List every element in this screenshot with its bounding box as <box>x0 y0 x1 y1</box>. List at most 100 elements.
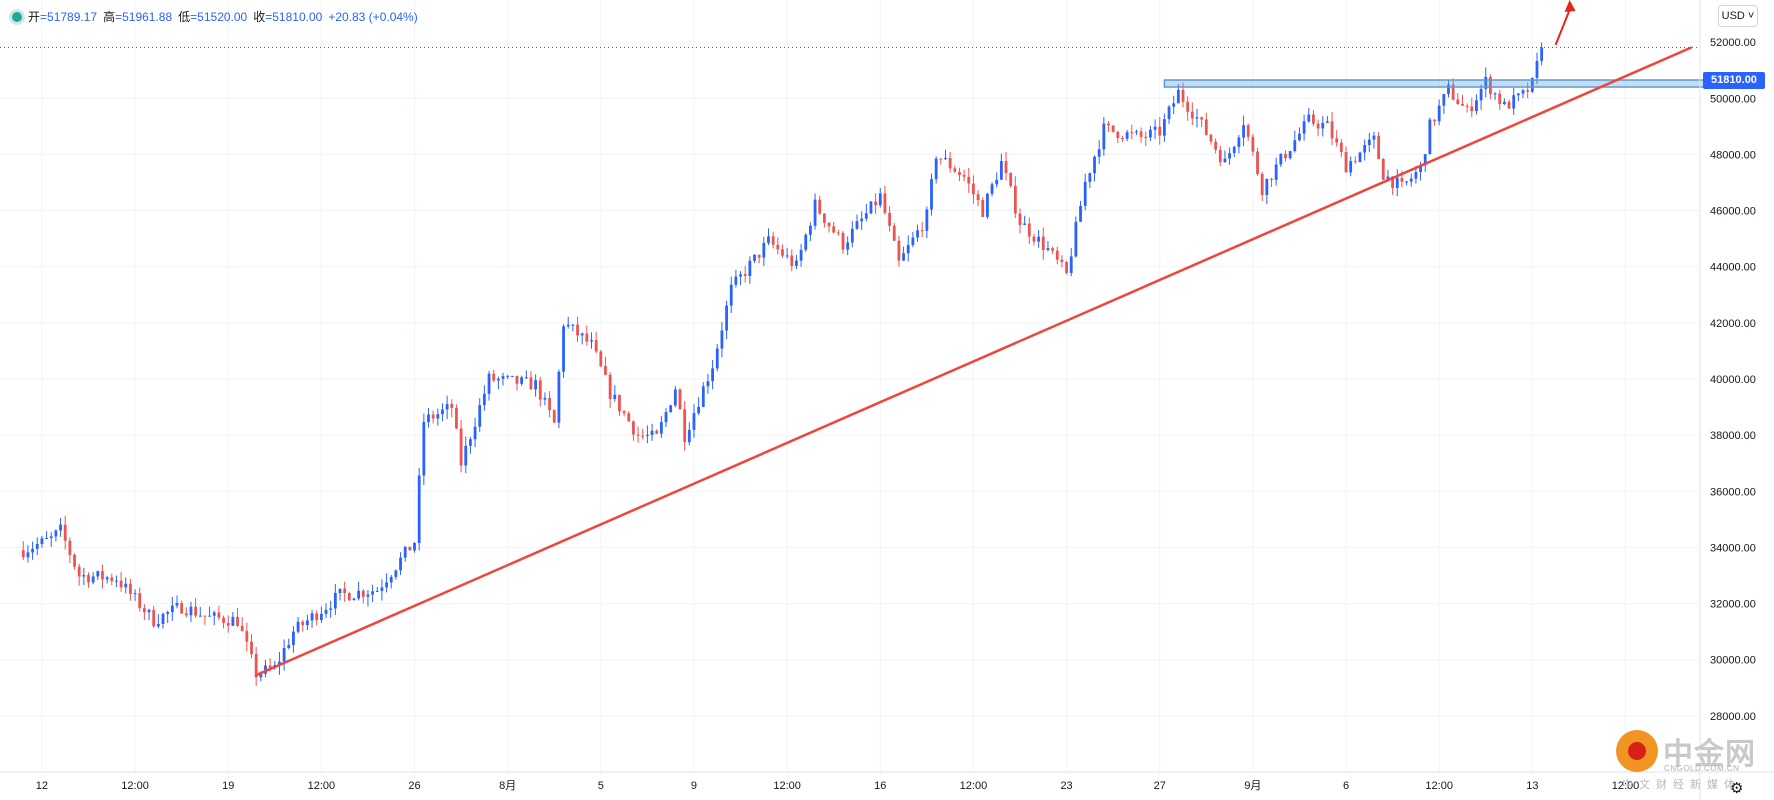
candle-body <box>1530 77 1534 92</box>
candle-body <box>1228 153 1231 159</box>
candle-body <box>1256 151 1259 174</box>
candle-body <box>604 366 607 375</box>
candle-body <box>748 260 752 276</box>
settings-gear-icon[interactable]: ⚙ <box>1730 780 1744 797</box>
candle-body <box>571 324 575 326</box>
y-tick-label: 48000.00 <box>1710 149 1756 161</box>
currency-dropdown[interactable]: USD ˅ <box>1718 5 1758 27</box>
candle-body <box>1274 164 1278 180</box>
candle-body <box>729 284 733 306</box>
candle-body <box>986 193 989 217</box>
candle-body <box>1428 119 1432 155</box>
logo-site: CNGOLD.COM.CN <box>1664 764 1740 773</box>
candle-body <box>534 380 538 390</box>
candle-body <box>1116 131 1120 139</box>
candle-body <box>1437 105 1441 122</box>
candle-body <box>944 157 947 160</box>
candle-body <box>734 276 738 285</box>
candle-body <box>1111 125 1115 132</box>
candle-body <box>1521 90 1525 94</box>
candle-body <box>21 550 25 558</box>
candle-body <box>822 213 826 223</box>
candle-body <box>101 571 104 580</box>
candle-body <box>222 617 225 623</box>
candle-body <box>436 414 440 419</box>
candle-body <box>958 171 961 175</box>
candle-body <box>96 571 100 577</box>
candle-body <box>250 641 253 655</box>
candle-body <box>720 330 724 349</box>
candle-body <box>1018 213 1022 225</box>
candle-body <box>981 200 985 217</box>
candle-body <box>1484 76 1488 89</box>
candle-body <box>329 608 333 610</box>
candle-body <box>618 394 621 412</box>
candle-body <box>91 576 95 583</box>
ohlc-legend: 开 =51789.17 高 =51961.88 低 =51520.00 收 =51810… <box>12 8 418 25</box>
candle-body <box>1172 103 1176 107</box>
x-tick-label: 27 <box>1154 780 1166 792</box>
candle-body <box>906 245 910 254</box>
candle-body <box>999 161 1003 180</box>
candle-body <box>492 373 496 381</box>
candle-body <box>1288 151 1292 159</box>
candle-body <box>1190 111 1194 119</box>
candle-body <box>1405 181 1408 183</box>
candle-body <box>31 548 34 553</box>
candle-body <box>948 157 952 169</box>
candle-body <box>1232 146 1236 154</box>
change-value: +20.83 (+0.04%) <box>328 9 418 24</box>
y-tick-label: 42000.00 <box>1710 318 1756 330</box>
candle-body <box>1447 84 1450 95</box>
candle-body <box>240 625 244 632</box>
price-axis: 28000.00 30000.00 32000.00 34000.00 36000.00… <box>1699 0 1756 800</box>
candle-body <box>599 351 603 367</box>
y-tick-label: 52000.00 <box>1710 37 1756 49</box>
candle-body <box>934 158 938 180</box>
candle-body <box>501 376 505 379</box>
candle-body <box>1475 100 1478 112</box>
candle-body <box>1088 173 1092 182</box>
candle-body <box>282 648 286 662</box>
candle-body <box>1153 126 1157 130</box>
candle-body <box>59 524 62 531</box>
candle-body <box>776 244 780 250</box>
candle-body <box>487 373 491 394</box>
candle-body <box>1004 161 1008 173</box>
candle-body <box>1330 121 1334 139</box>
candle-body <box>930 179 933 210</box>
logo-mark-icon <box>1616 730 1658 772</box>
x-tick-label: 12:00 <box>1612 780 1640 792</box>
candle-body <box>576 324 579 336</box>
candle-body <box>972 183 975 195</box>
x-tick-label: 6 <box>1343 780 1349 792</box>
candle-body <box>850 228 854 243</box>
candle-body <box>408 546 412 551</box>
candle-body <box>878 193 882 206</box>
candle-body <box>925 209 929 231</box>
candle-body <box>1470 106 1474 112</box>
candle-body <box>54 530 58 537</box>
candle-body <box>1130 132 1134 134</box>
candle-body <box>1181 89 1185 102</box>
candle-body <box>496 378 500 381</box>
candle-body <box>1409 178 1413 182</box>
candle-body <box>152 609 156 627</box>
candle-body <box>1349 161 1353 173</box>
candle-body <box>1032 236 1036 242</box>
x-tick-label: 16 <box>874 780 886 792</box>
candle-body <box>1125 132 1129 139</box>
candle-body <box>967 176 971 184</box>
candle-body <box>1419 165 1422 173</box>
candle-body <box>557 371 561 423</box>
candle-body <box>1037 236 1041 242</box>
x-tick-label: 26 <box>408 780 420 792</box>
low-label: 低 <box>178 10 191 24</box>
candle-body <box>874 201 878 206</box>
candle-body <box>664 412 668 423</box>
candle-body <box>338 588 342 593</box>
candle-body <box>469 439 472 446</box>
candle-body <box>1335 138 1339 143</box>
candle-body <box>1013 185 1017 214</box>
